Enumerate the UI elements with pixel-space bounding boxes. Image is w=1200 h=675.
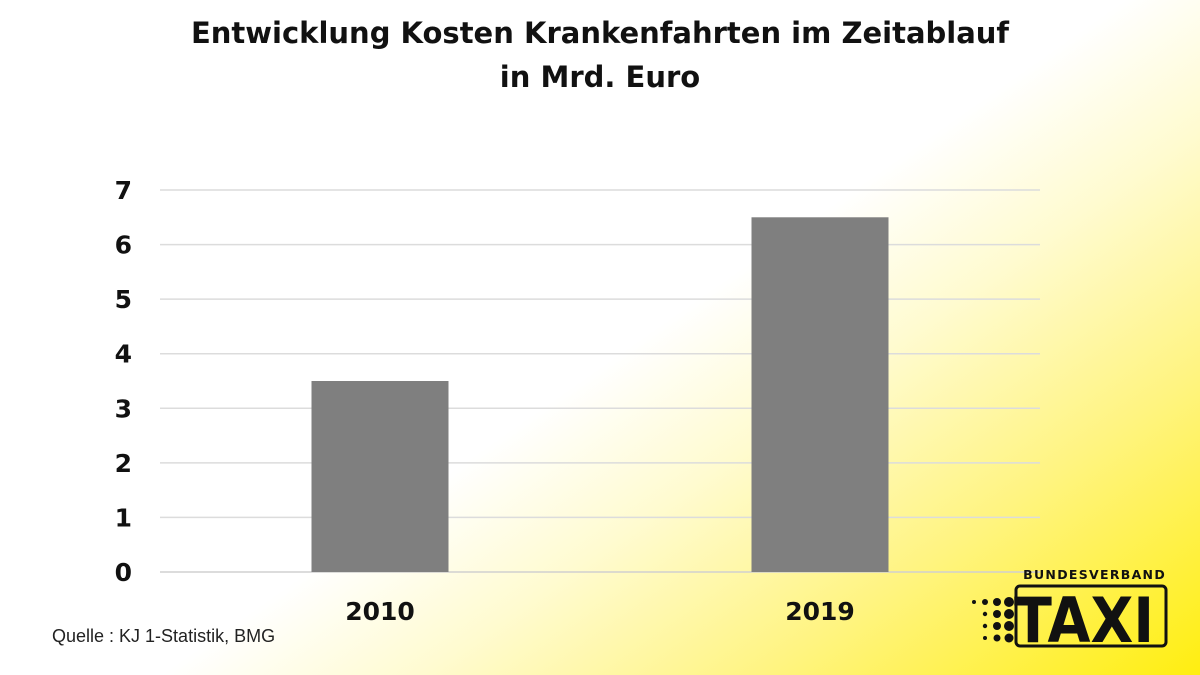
svg-text:BUNDESVERBAND: BUNDESVERBAND bbox=[1023, 567, 1166, 582]
bar bbox=[311, 381, 449, 572]
y-tick-label: 0 bbox=[115, 558, 132, 587]
svg-text:TAXI: TAXI bbox=[1014, 584, 1154, 650]
chart-subtitle: in Mrd. Euro bbox=[499, 60, 701, 94]
x-tick-label: 2019 bbox=[785, 597, 855, 626]
taxi-logo: BUNDESVERBAND TAXI bbox=[972, 567, 1168, 650]
y-tick-label: 6 bbox=[115, 231, 132, 260]
y-tick-label: 5 bbox=[115, 285, 132, 314]
source-note: Quelle : KJ 1-Statistik, BMG bbox=[52, 626, 276, 646]
y-tick-label: 3 bbox=[115, 394, 132, 423]
chart-title: Entwicklung Kosten Krankenfahrten im Zei… bbox=[190, 16, 1010, 50]
y-tick-label: 2 bbox=[115, 449, 132, 478]
y-tick-label: 4 bbox=[115, 340, 132, 369]
x-tick-label: 2010 bbox=[345, 597, 415, 626]
bar bbox=[751, 217, 889, 573]
y-tick-label: 1 bbox=[115, 503, 132, 532]
y-tick-label: 7 bbox=[115, 176, 132, 205]
